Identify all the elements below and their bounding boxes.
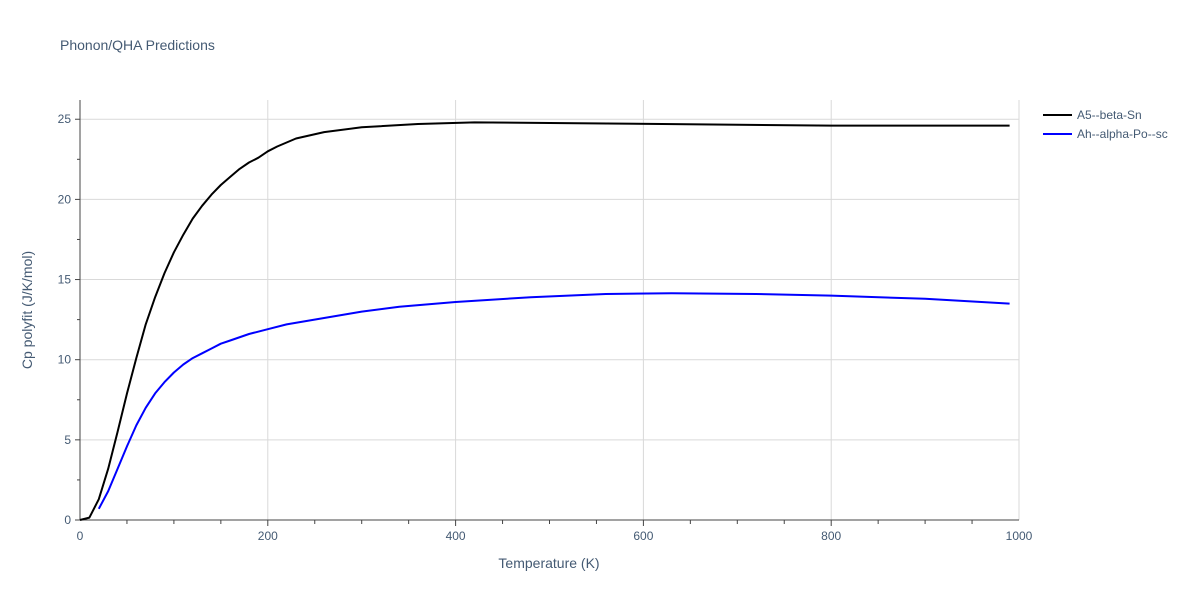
grid xyxy=(80,100,1020,520)
x-axis-label: Temperature (K) xyxy=(498,555,599,571)
series-line-2 xyxy=(97,292,1010,510)
y-tick-label: 25 xyxy=(58,112,72,126)
x-tick-label: 200 xyxy=(258,529,278,543)
chart-title: Phonon/QHA Predictions xyxy=(60,37,215,53)
axes: 0 200 400 600 800 1000 0 5 10 15 20 25 xyxy=(58,100,1033,543)
series-layer xyxy=(79,121,1010,521)
x-tick-label: 600 xyxy=(633,529,653,543)
x-tick-label: 800 xyxy=(821,529,841,543)
y-tick-label: 10 xyxy=(58,353,72,367)
x-tick-label: 0 xyxy=(77,529,84,543)
series-line-1 xyxy=(79,121,1010,521)
y-tick-label: 5 xyxy=(64,433,71,447)
y-tick-label: 15 xyxy=(58,273,72,287)
legend: A5--beta-Sn Ah--alpha-Po--sc xyxy=(1043,108,1168,141)
y-axis-label: Cp polyfit (J/K/mol) xyxy=(19,251,35,369)
legend-label: A5--beta-Sn xyxy=(1077,108,1142,122)
x-tick-label: 1000 xyxy=(1006,529,1033,543)
y-tick-label: 0 xyxy=(64,513,71,527)
x-tick-label: 400 xyxy=(446,529,466,543)
legend-label: Ah--alpha-Po--sc xyxy=(1077,127,1168,141)
y-tick-label: 20 xyxy=(58,192,72,206)
